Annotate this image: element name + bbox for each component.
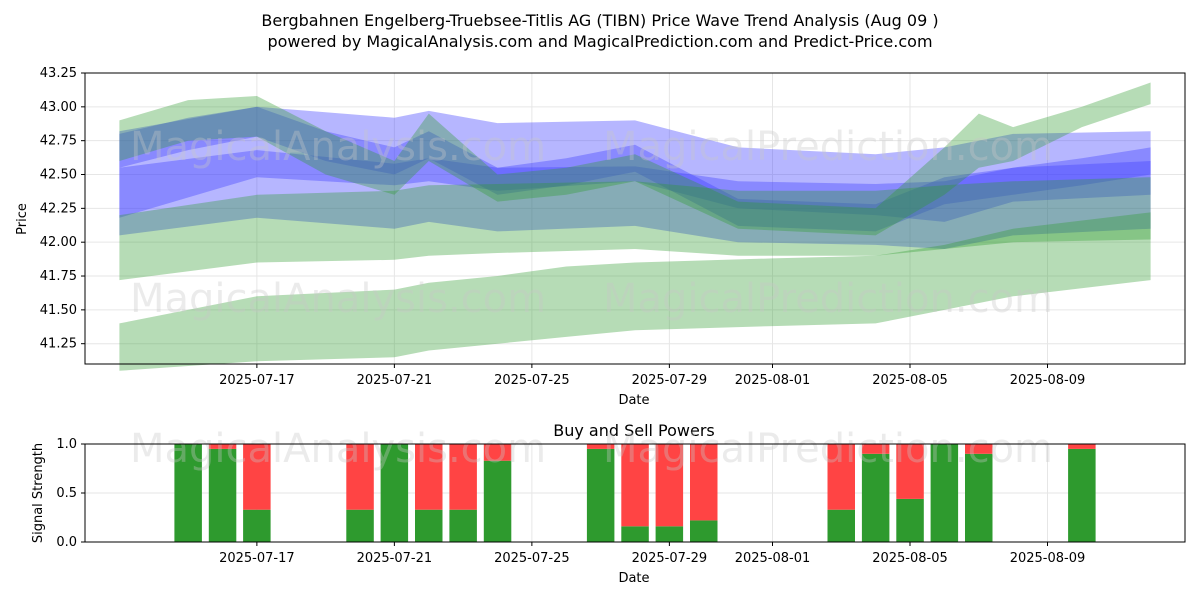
price-y-tick-label: 41.25 bbox=[40, 337, 77, 352]
sell-power-bar bbox=[415, 444, 443, 510]
buy-power-bar bbox=[243, 509, 271, 542]
buy-power-bar bbox=[346, 509, 374, 542]
price-y-tick-label: 42.00 bbox=[40, 235, 77, 250]
price-plot-area bbox=[85, 73, 1185, 364]
sell-power-bar bbox=[208, 444, 237, 449]
wave-band-green bbox=[119, 82, 1151, 236]
signal-x-tick-label: 2025-07-29 bbox=[632, 551, 708, 566]
sell-power-bar bbox=[965, 444, 993, 454]
signal-bars bbox=[174, 444, 1096, 542]
signal-x-axis-label: Date bbox=[618, 571, 649, 586]
price-y-tick-label: 41.50 bbox=[40, 303, 77, 318]
watermark: MagicalAnalysis.com bbox=[130, 276, 546, 322]
watermark: MagicalAnalysis.com bbox=[130, 124, 546, 170]
chart-title: Bergbahnen Engelberg-Truebsee-Titlis AG … bbox=[261, 11, 938, 30]
watermark: MagicalAnalysis.com bbox=[130, 426, 546, 472]
price-grid bbox=[85, 72, 1185, 364]
price-y-tick-label: 41.75 bbox=[40, 269, 77, 284]
sell-power-bar bbox=[621, 444, 649, 527]
wave-band-blue bbox=[119, 106, 1151, 232]
sell-power-bar bbox=[346, 444, 374, 510]
buy-power-bar bbox=[827, 509, 855, 542]
buy-power-bar bbox=[965, 453, 993, 542]
wave-band-blue bbox=[119, 150, 1151, 249]
price-y-axis-label: Price bbox=[15, 203, 30, 235]
price-y-tick-label: 43.00 bbox=[40, 100, 77, 115]
watermark: MagicalPrediction.com bbox=[603, 276, 1053, 322]
sell-power-bar bbox=[690, 444, 718, 521]
sell-power-bar bbox=[655, 444, 684, 527]
signal-y-tick-label: 0.5 bbox=[56, 486, 77, 501]
signal-x-tick-label: 2025-08-05 bbox=[872, 551, 948, 566]
price-x-tick-label: 2025-07-25 bbox=[494, 373, 570, 388]
price-x-tick-label: 2025-07-21 bbox=[357, 373, 433, 388]
buy-power-bar bbox=[415, 509, 443, 542]
sell-power-bar bbox=[586, 444, 615, 449]
buy-power-bar bbox=[655, 526, 684, 542]
sell-power-bar bbox=[861, 444, 890, 454]
sell-power-bar bbox=[449, 444, 477, 510]
signal-y-tick-label: 0.0 bbox=[56, 535, 77, 550]
price-y-tick-label: 42.25 bbox=[40, 201, 77, 216]
buy-power-bar bbox=[1068, 448, 1096, 542]
price-axes-frame bbox=[84, 72, 1186, 365]
signal-x-tick-label: 2025-07-17 bbox=[219, 551, 295, 566]
wave-band-green bbox=[119, 212, 1151, 371]
wave-band-green bbox=[119, 177, 1151, 281]
buy-power-bar bbox=[690, 520, 718, 542]
sell-power-bar bbox=[896, 444, 924, 499]
price-x-tick-label: 2025-08-09 bbox=[1010, 373, 1086, 388]
signal-x-tick-label: 2025-08-01 bbox=[735, 551, 811, 566]
watermark: MagicalPrediction.com bbox=[603, 426, 1053, 472]
buy-power-bar bbox=[174, 444, 202, 542]
signal-ticks: 2025-07-17 2025-07-21 2025-07-25 2025-07-29… bbox=[56, 437, 1085, 566]
buy-power-bar bbox=[896, 498, 924, 542]
price-x-tick-label: 2025-08-05 bbox=[872, 373, 948, 388]
sell-power-bar bbox=[1068, 444, 1096, 449]
buy-power-bar bbox=[930, 444, 959, 542]
wave-band-blue bbox=[119, 106, 1151, 222]
price-panel: MagicalAnalysis.com MagicalPrediction.co… bbox=[15, 66, 1186, 408]
sell-power-bar bbox=[483, 444, 512, 461]
signal-panel-title: Buy and Sell Powers bbox=[553, 421, 715, 440]
price-waves bbox=[119, 82, 1151, 371]
price-ticks: 2025-07-17 2025-07-21 2025-07-25 2025-07-29… bbox=[40, 66, 1086, 388]
buy-power-bar bbox=[449, 509, 477, 542]
signal-panel: Buy and Sell Powers MagicalAnalysis.com … bbox=[31, 421, 1186, 586]
watermark: MagicalPrediction.com bbox=[603, 124, 1053, 170]
price-y-tick-label: 43.25 bbox=[40, 66, 77, 81]
price-y-tick-label: 42.50 bbox=[40, 168, 77, 183]
buy-power-bar bbox=[380, 444, 409, 542]
price-x-axis-label: Date bbox=[618, 393, 649, 408]
buy-power-bar bbox=[861, 453, 890, 542]
buy-power-bar bbox=[586, 448, 615, 542]
buy-power-bar bbox=[621, 526, 649, 542]
sell-power-bar bbox=[243, 444, 271, 510]
signal-y-tick-label: 1.0 bbox=[56, 437, 77, 452]
chart-subtitle: powered by MagicalAnalysis.com and Magic… bbox=[267, 32, 932, 51]
price-y-tick-label: 42.75 bbox=[40, 134, 77, 149]
buy-power-bar bbox=[208, 448, 237, 542]
signal-y-axis-label: Signal Strength bbox=[31, 443, 46, 543]
signal-x-tick-label: 2025-07-25 bbox=[494, 551, 570, 566]
signal-x-tick-label: 2025-08-09 bbox=[1010, 551, 1086, 566]
sell-power-bar bbox=[827, 444, 855, 510]
price-x-tick-label: 2025-07-29 bbox=[632, 373, 708, 388]
price-x-tick-label: 2025-07-17 bbox=[219, 373, 295, 388]
price-x-tick-label: 2025-08-01 bbox=[735, 373, 811, 388]
signal-x-tick-label: 2025-07-21 bbox=[357, 551, 433, 566]
buy-power-bar bbox=[483, 460, 512, 542]
